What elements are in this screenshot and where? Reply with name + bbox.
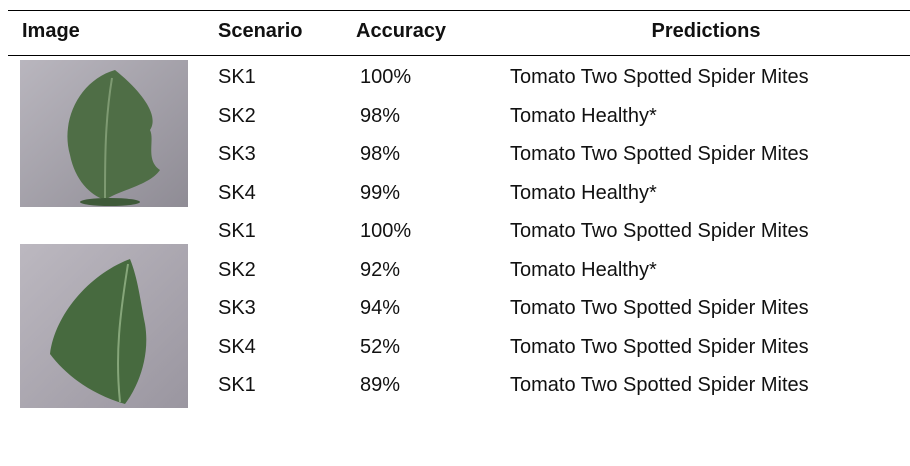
scenario-cell: SK1 [218, 220, 256, 242]
column-header: Predictions [651, 20, 761, 42]
prediction-cell: Tomato Two Spotted Spider Mites [510, 297, 809, 319]
scenario-cell: SK2 [218, 104, 256, 127]
scenario-cell: SK1 [218, 66, 256, 88]
column-header: Accuracy [356, 20, 447, 42]
scenario-cell: SK1 [218, 374, 256, 396]
scenario-cell: SK2 [218, 258, 256, 281]
prediction-cell: Tomato Two Spotted Spider Mites [510, 143, 809, 165]
accuracy-cell: 98% [360, 104, 401, 127]
accuracy-cell: 94% [360, 297, 401, 319]
prediction-cell: Tomato Two Spotted Spider Mites [510, 66, 809, 88]
column-header: Scenario [218, 20, 303, 42]
header-rule [8, 55, 910, 56]
scenario-cell: SK3 [218, 143, 256, 165]
scenario-cell: SK4 [218, 181, 256, 204]
accuracy-cell: 100% [360, 66, 412, 88]
prediction-cell: Tomato Two Spotted Spider Mites [510, 374, 809, 396]
leaf-image [20, 60, 188, 207]
prediction-cell: Tomato Two Spotted Spider Mites [510, 335, 809, 358]
prediction-cell: Tomato Healthy* [510, 181, 657, 204]
accuracy-cell: 98% [360, 143, 401, 165]
accuracy-cell: 89% [360, 374, 401, 396]
accuracy-cell: 100% [360, 220, 412, 242]
prediction-cell: Tomato Healthy* [510, 258, 657, 281]
leaf-image [20, 244, 188, 408]
scenario-cell: SK4 [218, 335, 256, 358]
accuracy-cell: 99% [360, 181, 401, 204]
accuracy-cell: 52% [360, 335, 401, 358]
top-rule [8, 10, 910, 11]
column-header: Image [22, 20, 80, 42]
prediction-cell: Tomato Healthy* [510, 104, 657, 127]
accuracy-cell: 92% [360, 258, 401, 281]
scenario-cell: SK3 [218, 297, 256, 319]
prediction-cell: Tomato Two Spotted Spider Mites [510, 220, 809, 242]
